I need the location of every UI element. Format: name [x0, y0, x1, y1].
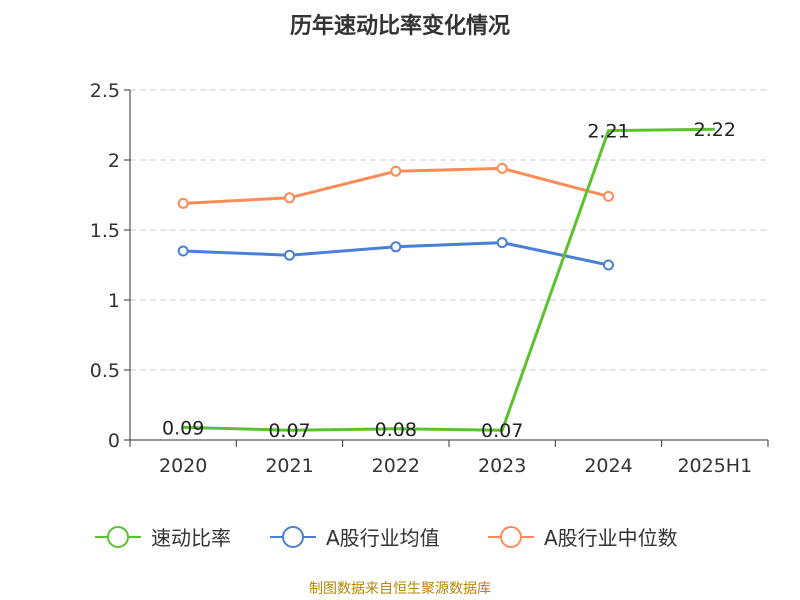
y-tick-label: 2.5	[90, 80, 120, 102]
data-point	[603, 190, 614, 202]
data-label: 2.21	[587, 121, 629, 143]
source-note: 制图数据来自恒生聚源数据库	[309, 581, 491, 597]
legend-item[interactable]: 速动比率	[95, 526, 231, 550]
data-point	[284, 192, 295, 204]
data-label: 0.07	[481, 420, 523, 442]
series-line	[183, 127, 715, 432]
data-label: 0.08	[375, 419, 417, 441]
legend-label: A股行业均值	[326, 526, 440, 550]
legend-marker-icon	[500, 526, 522, 548]
data-label: 0.07	[268, 420, 310, 442]
data-point	[177, 197, 189, 209]
legend-label: A股行业中位数	[544, 526, 678, 550]
y-tick-label: 2	[108, 150, 120, 172]
chart-title: 历年速动比率变化情况	[290, 13, 510, 39]
y-tick-label: 1.5	[90, 220, 120, 242]
data-point	[496, 237, 508, 249]
data-labels: 0.09 0.07 0.08 0.07 2.21 2.22	[162, 119, 736, 442]
x-tick-label: 2022	[372, 455, 420, 477]
legend-item[interactable]: A股行业中位数	[488, 526, 678, 550]
x-tick-label: 2023	[478, 455, 526, 477]
data-label: 0.09	[162, 417, 204, 439]
series	[177, 127, 715, 432]
y-tick-label: 1	[108, 290, 120, 312]
y-tick-label: 0.5	[90, 360, 120, 382]
grid	[130, 89, 768, 371]
legend-marker-icon	[107, 526, 129, 548]
data-label: 2.22	[694, 119, 736, 141]
legend-item[interactable]: A股行业均值	[270, 526, 440, 550]
data-point	[177, 245, 189, 257]
axes: 0 0.5 1 1.5 2 2.5 2020 2021 2022 2023 2024 2025H1	[90, 80, 769, 477]
x-tick-label: 2020	[159, 455, 207, 477]
data-point	[603, 259, 614, 271]
y-tick-label: 0	[108, 430, 120, 452]
x-tick-label: 2021	[265, 455, 313, 477]
x-tick-label: 2025H1	[677, 455, 752, 477]
data-point	[284, 249, 295, 261]
data-point	[390, 241, 402, 253]
legend[interactable]: 速动比率 A股行业均值 A股行业中位数	[95, 526, 678, 550]
data-point	[496, 162, 508, 174]
legend-marker-icon	[282, 526, 304, 548]
data-point	[390, 165, 402, 177]
legend-label: 速动比率	[151, 526, 231, 550]
x-tick-label: 2024	[584, 455, 632, 477]
